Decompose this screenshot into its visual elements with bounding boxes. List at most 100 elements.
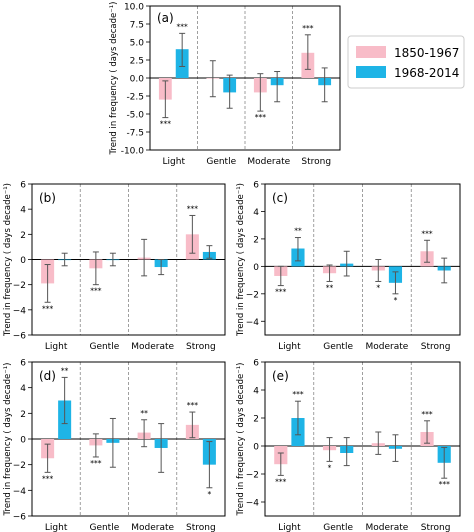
y-tick-label: −6 [13, 332, 27, 342]
significance-label: *** [90, 459, 102, 468]
y-tick-label: −2 [13, 461, 26, 471]
y-tick-label: −4 [246, 318, 260, 328]
y-tick-label: 10.0 [124, 3, 144, 13]
x-tick-label: Strong [301, 157, 331, 167]
y-tick-label: 0 [253, 263, 259, 273]
y-tick-label: 6 [20, 359, 26, 369]
panel-label: (b) [39, 191, 56, 205]
y-axis-label: Trend in frequency ( days decade⁻¹) [236, 363, 246, 517]
significance-label: *** [421, 410, 433, 419]
legend-frame [347, 35, 465, 89]
y-tick-label: 4 [253, 387, 259, 397]
x-tick-label: Light [45, 523, 68, 532]
x-tick-label: Moderate [131, 342, 174, 352]
chart-panel: −6 −4 −2 0 2 4 6 Trend in frequency ( days deca… [3, 359, 226, 532]
x-tick-label: Gentle [323, 342, 353, 352]
legend-label: 1968-2014 [394, 66, 459, 80]
y-tick-label: 0.0 [130, 75, 145, 85]
x-tick-label: Moderate [365, 342, 408, 352]
y-tick-label: 4 [20, 384, 26, 394]
y-axis-label: Trend in frequency ( days decade⁻¹) [3, 363, 13, 517]
y-axis-label: Trend in frequency ( days decade⁻¹) [3, 183, 13, 337]
plot-frame [149, 5, 341, 151]
y-tick-label: 4 [20, 206, 26, 216]
legend-swatch [356, 46, 386, 58]
x-tick-label: Light [163, 157, 186, 167]
chart-panel: −4 −2 0 2 4 6 Trend in frequency ( days decade… [236, 181, 461, 352]
significance-label: ** [326, 283, 334, 292]
y-tick-label: −4 [13, 306, 27, 316]
y-tick-label: 4 [253, 208, 259, 218]
significance-label: ** [294, 227, 302, 236]
y-tick-label: -2.5 [126, 93, 144, 103]
x-tick-label: Strong [421, 342, 451, 352]
panel-label: (e) [272, 369, 289, 383]
legend: 1850-1967 1968-2014 [347, 35, 465, 89]
y-tick-label: -10.0 [121, 147, 145, 157]
significance-label: *** [187, 401, 199, 410]
significance-label: *** [275, 477, 287, 486]
chart-panel: −4 −2 0 2 4 6 Trend in frequency ( days decade… [236, 359, 461, 532]
x-tick-label: Moderate [365, 523, 408, 532]
significance-label: * [208, 490, 212, 499]
y-tick-label: -5.0 [126, 111, 144, 121]
significance-label: * [394, 296, 398, 305]
x-tick-label: Moderate [247, 157, 290, 167]
significance-label: * [376, 283, 380, 292]
y-tick-label: −2 [246, 290, 259, 300]
panel-label: (d) [39, 369, 56, 383]
x-tick-label: Strong [186, 523, 216, 532]
plot-frame [264, 361, 461, 517]
significance-label: *** [90, 287, 102, 296]
legend-label: 1850-1967 [394, 46, 459, 60]
y-tick-label: 6 [20, 181, 26, 191]
significance-label: *** [42, 304, 54, 313]
y-tick-label: 0 [253, 443, 259, 453]
y-tick-label: −4 [13, 487, 27, 497]
y-tick-label: 6 [253, 181, 259, 191]
y-axis-label: Trend in frequency ( days decade⁻¹) [236, 183, 246, 337]
y-tick-label: −6 [13, 513, 27, 523]
x-tick-label: Light [278, 342, 301, 352]
y-tick-label: 2 [20, 231, 26, 241]
x-tick-label: Gentle [89, 342, 119, 352]
x-tick-label: Light [278, 523, 301, 532]
significance-label: *** [255, 113, 267, 122]
y-tick-label: −4 [246, 499, 260, 509]
y-tick-label: 0 [20, 436, 26, 446]
y-tick-label: 2 [20, 410, 26, 420]
significance-label: *** [292, 390, 304, 399]
significance-label: *** [275, 288, 287, 297]
y-tick-label: −2 [246, 471, 259, 481]
x-tick-label: Gentle [206, 157, 236, 167]
x-tick-label: Light [45, 342, 68, 352]
chart-panel: -10.0 -7.5 -5.0 -2.5 0.0 2.5 5.0 7.5 10.0 Trend i… [109, 2, 341, 167]
y-tick-label: 2.5 [130, 57, 144, 67]
panel-label: (c) [272, 191, 288, 205]
plot-frame [264, 183, 461, 336]
y-tick-label: 2 [253, 235, 259, 245]
chart-panel: −6 −4 −2 0 2 4 6 Trend in frequency ( days deca… [3, 181, 226, 352]
y-tick-label: 5.0 [130, 39, 145, 49]
significance-label: * [328, 463, 332, 472]
x-tick-label: Moderate [131, 523, 174, 532]
legend-swatch [356, 66, 386, 78]
significance-label: *** [177, 22, 189, 31]
x-tick-label: Strong [186, 342, 216, 352]
y-tick-label: 2 [253, 415, 259, 425]
plot-frame [31, 183, 226, 336]
plot-frame [31, 361, 226, 517]
x-tick-label: Gentle [89, 523, 119, 532]
significance-label: ** [61, 366, 69, 375]
significance-label: *** [302, 24, 314, 33]
x-tick-label: Strong [421, 523, 451, 532]
y-tick-label: −2 [13, 281, 26, 291]
y-axis-label: Trend in frequency ( days decade⁻¹) [109, 2, 119, 156]
x-tick-label: Gentle [323, 523, 353, 532]
significance-label: *** [421, 229, 433, 238]
significance-label: *** [439, 480, 451, 489]
y-tick-label: -7.5 [126, 129, 144, 139]
significance-label: *** [42, 474, 54, 483]
panel-label: (a) [157, 11, 174, 25]
